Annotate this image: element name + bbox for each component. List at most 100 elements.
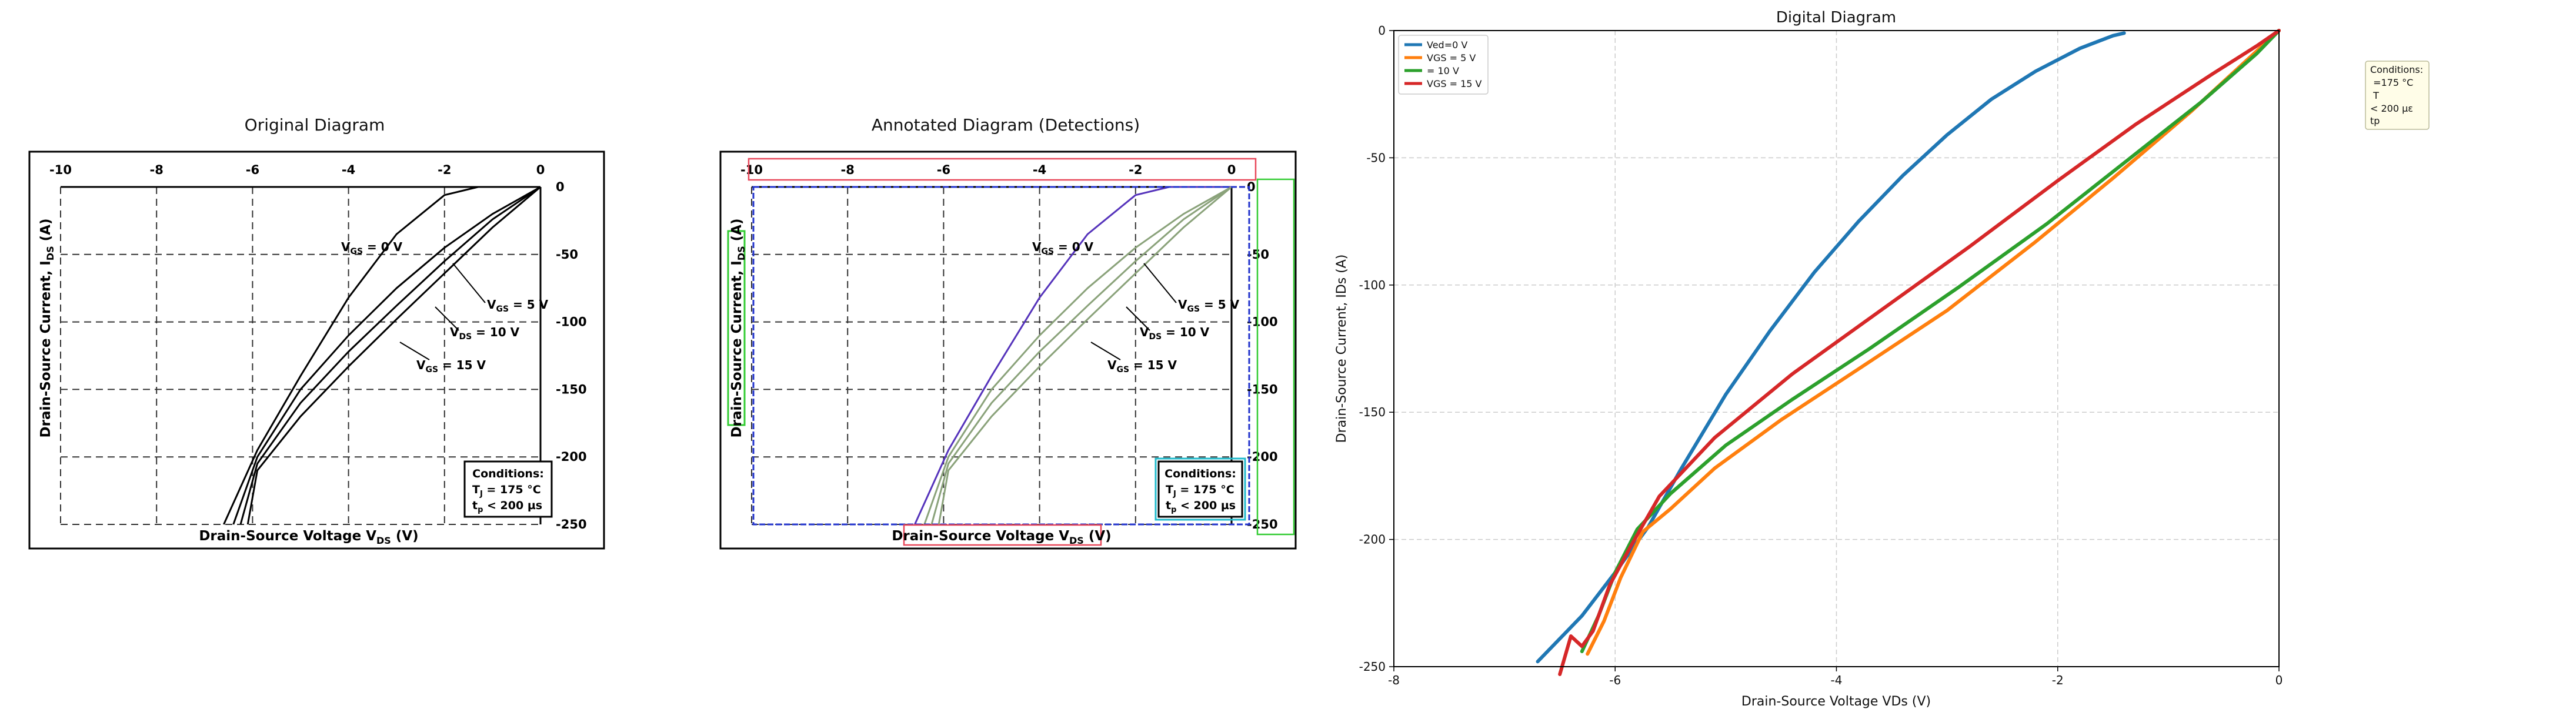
- conditions-title: Conditions:: [472, 467, 544, 480]
- conditions-temp: TJ = 175 °C: [472, 483, 541, 499]
- a-x-tick-label: -10: [740, 163, 763, 177]
- digital-y-tick-label: -200: [1359, 533, 1386, 547]
- a-y-tick-label: -100: [1247, 315, 1278, 329]
- a-x-tick-label: 0: [1227, 163, 1236, 177]
- detection-box-conditions: [1154, 457, 1246, 521]
- original-curves: [223, 186, 541, 525]
- annotated-leader-vds-10: [1126, 306, 1150, 331]
- original-y-tick-labels: 0 -50 -100 -150 -200 -250: [556, 180, 587, 531]
- annotated-leader-vgs-5: [1143, 263, 1177, 303]
- detection-box-y-label: [727, 230, 746, 426]
- a-y-tick-label: -150: [1247, 382, 1278, 396]
- o-curve-vgs-15: [246, 186, 541, 525]
- digital-y-tick-label: -150: [1359, 405, 1386, 419]
- original-y-axis-label: Drain-Source Current, IDS (A): [38, 219, 56, 438]
- digital-y-ticks: -250 -200 -150 -100 -50 0: [1359, 24, 1394, 674]
- leader-line-vgs-5: [452, 263, 486, 303]
- conditions-pulse: tp < 200 µs: [472, 499, 542, 514]
- leader-line-vds-10: [435, 306, 459, 331]
- digital-grid: [1393, 30, 2280, 667]
- detection-box-x-ticks: [748, 158, 1257, 181]
- a-curve-vds-10: [930, 186, 1232, 525]
- digital-conditions-line-5: tp: [2370, 115, 2380, 126]
- leader-line-vgs-15: [399, 342, 430, 360]
- annotated-conditions-temp: TJ = 175 °C: [1166, 483, 1234, 499]
- o-curve-vgs-5: [232, 186, 541, 525]
- digital-legend-label: Ved=0 V: [1427, 39, 1467, 51]
- curve-label-vgs-0: VGS = 0 V: [341, 240, 403, 256]
- annotated-x-tick-labels: -10 -8 -6 -4 -2 0: [740, 163, 1236, 177]
- digital-x-tick-label: 0: [2275, 673, 2283, 687]
- original-conditions-box: Conditions: TJ = 175 °C tp < 200 µs: [463, 460, 553, 518]
- a-curve-vgs-5: [923, 186, 1232, 525]
- digital-legend-label: VGS = 15 V: [1427, 78, 1482, 89]
- digital-series-line-3: [1580, 29, 2281, 654]
- digital-x-ticks: -8 -6 -4 -2 0: [1388, 667, 2283, 687]
- annotated-curve-label-vgs-15: VGS = 15 V: [1107, 358, 1177, 374]
- digital-conditions-line-3: T: [2370, 90, 2379, 101]
- o-y-tick-label: 0: [556, 180, 565, 194]
- o-y-tick-label: -50: [556, 248, 578, 262]
- annotated-leader-vgs-15: [1090, 342, 1121, 360]
- o-curve-vgs-0: [223, 186, 540, 525]
- a-x-tick-label: -4: [1033, 163, 1046, 177]
- a-x-tick-label: -8: [841, 163, 855, 177]
- o-x-tick-label: 0: [536, 163, 545, 177]
- a-x-tick-label: -2: [1129, 163, 1142, 177]
- a-y-tick-label: -200: [1247, 450, 1278, 464]
- a-curve-vgs-0: [914, 186, 1232, 525]
- digital-x-tick-label: -8: [1388, 673, 1400, 687]
- annotated-panel: Annotated Diagram (Detections) -10 -8 -6 -4…: [719, 115, 1297, 550]
- a-y-tick-label: -250: [1247, 517, 1278, 531]
- digital-conditions-box: Conditions: =175 °C T < 200 µε tp: [2365, 61, 2430, 130]
- curve-label-vgs-5: VGS = 5 V: [487, 297, 549, 314]
- annotated-conditions-box: Conditions: TJ = 175 °C tp < 200 µs: [1157, 460, 1243, 518]
- digital-x-tick-label: -6: [1609, 673, 1621, 687]
- digital-series-line-4: [1558, 29, 2281, 676]
- o-x-tick-label: -2: [438, 163, 451, 177]
- digital-legend-label: VGS = 5 V: [1427, 52, 1476, 63]
- digital-y-tick-label: 0: [1378, 24, 1386, 38]
- a-x-tick-label: -6: [937, 163, 950, 177]
- digital-x-tick-label: -4: [1831, 673, 1843, 687]
- annotated-title: Annotated Diagram (Detections): [872, 115, 1140, 135]
- original-panel: Original Diagram -10 -8 -6 -4 -2 0 0 -50 -100 -1…: [28, 115, 605, 550]
- o-x-tick-label: -6: [246, 163, 259, 177]
- digital-legend-label: = 10 V: [1427, 65, 1459, 76]
- digital-series-line-1: [1536, 31, 2126, 664]
- digital-legend-box: [1398, 35, 1489, 95]
- o-x-tick-label: -4: [342, 163, 355, 177]
- digital-panel: Digital Diagram -8 -6 -4 -2 0 -250 -200 -150 -1…: [1334, 9, 2430, 709]
- o-x-tick-label: -10: [49, 163, 72, 177]
- annotated-curve-label-vgs-5: VGS = 5 V: [1178, 297, 1240, 314]
- digital-conditions-line-1: Conditions:: [2370, 64, 2423, 75]
- annotated-x-axis-label: Drain-Source Voltage VDS (V): [892, 529, 1111, 546]
- original-title: Original Diagram: [245, 115, 385, 135]
- digital-title: Digital Diagram: [1776, 9, 1896, 26]
- digital-conditions-line-4: < 200 µε: [2370, 103, 2413, 114]
- digital-y-tick-label: -50: [1366, 151, 1386, 165]
- original-grid: [60, 186, 542, 525]
- original-x-axis-label: Drain-Source Voltage VDS (V): [199, 529, 418, 546]
- o-y-tick-label: -200: [556, 450, 587, 464]
- digital-y-tick-label: -100: [1359, 278, 1386, 292]
- digital-x-tick-label: -2: [2052, 673, 2064, 687]
- annotated-y-axis-label: Drain-Source Current, IDS (A): [729, 219, 747, 438]
- curve-label-vgs-15: VGS = 15 V: [416, 358, 486, 374]
- a-curve-vgs-15: [937, 186, 1232, 525]
- annotated-curves: [914, 186, 1232, 525]
- digital-y-axis-label: Drain-Source Current, IDs (A): [1334, 255, 1349, 443]
- digital-series-line-2: [1586, 29, 2281, 656]
- o-y-tick-label: -100: [556, 315, 587, 329]
- digital-x-axis-label: Drain-Source Voltage VDs (V): [1741, 694, 1931, 709]
- o-y-tick-label: -250: [556, 517, 587, 531]
- annotated-conditions-pulse: tp < 200 µs: [1166, 499, 1236, 514]
- annotated-curve-label-vgs-0: VGS = 0 V: [1032, 240, 1094, 256]
- detection-box-x-label: [903, 524, 1102, 546]
- digital-series: [1536, 29, 2281, 676]
- o-curve-vds-10: [239, 186, 541, 525]
- digital-y-tick-label: -250: [1359, 660, 1386, 674]
- o-y-tick-label: -150: [556, 382, 587, 396]
